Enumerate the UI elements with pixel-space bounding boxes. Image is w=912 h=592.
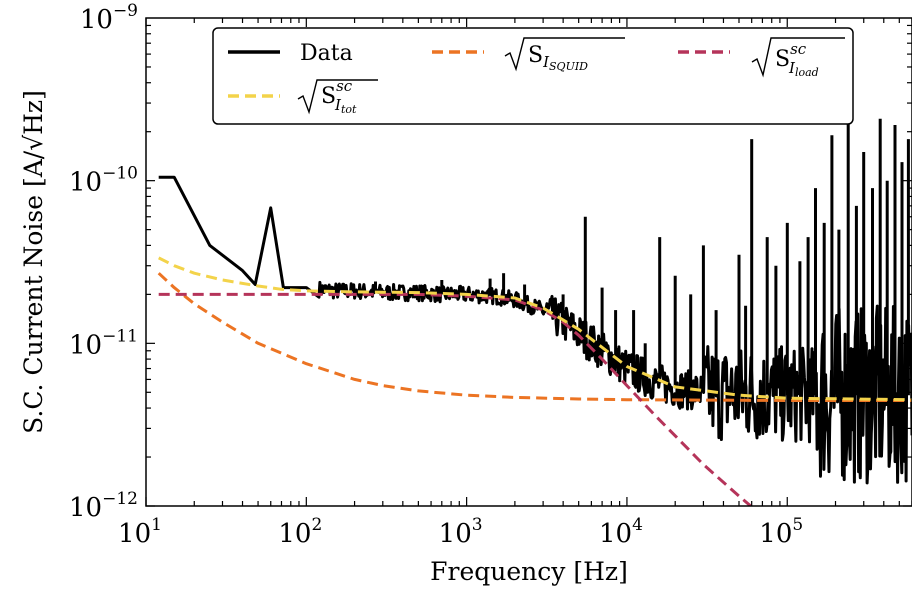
legend-box <box>212 27 854 125</box>
sqrt-symbol <box>751 37 845 78</box>
y-tick-label: 10−10 <box>69 164 138 198</box>
series-load-line <box>158 292 753 506</box>
legend-label-tot: Ssc Itot <box>297 77 378 116</box>
sqrt-symbol <box>297 79 378 115</box>
y-tick-label: 10−11 <box>69 326 138 360</box>
legend: Data SISQUID Ssc Iload Ssc Itot <box>212 27 854 125</box>
sqrt-symbol <box>504 37 625 72</box>
svg-text:Ssc: Ssc <box>775 40 807 72</box>
svg-text:Itot: Itot <box>334 96 357 116</box>
x-tick-label: 104 <box>599 515 643 549</box>
svg-text:Ssc: Ssc <box>321 77 353 109</box>
x-tick-label: 102 <box>278 515 322 549</box>
legend-label-load: Ssc Iload <box>751 37 845 79</box>
series-squid-line <box>157 272 912 402</box>
legend-label-squid: SISQUID <box>504 37 625 73</box>
x-axis-label: Frequency [Hz] <box>430 557 628 586</box>
svg-text:SISQUID: SISQUID <box>528 43 588 73</box>
y-axis-label: S.C. Current Noise [A/√Hz] <box>19 90 48 434</box>
x-tick-label: 105 <box>759 515 803 549</box>
y-tick-label: 10−12 <box>69 489 138 523</box>
x-tick-label: 103 <box>439 515 483 549</box>
series-layer <box>157 115 912 506</box>
legend-label-data: Data <box>300 41 353 66</box>
plot-frame <box>145 17 912 507</box>
ticks-layer: 101 102 103 104 105 10−12 10−11 10−10 10−9 <box>69 1 912 549</box>
svg-text:Iload: Iload <box>788 59 819 79</box>
x-tick-label: 101 <box>118 515 162 549</box>
y-tick-label: 10−9 <box>80 1 138 35</box>
